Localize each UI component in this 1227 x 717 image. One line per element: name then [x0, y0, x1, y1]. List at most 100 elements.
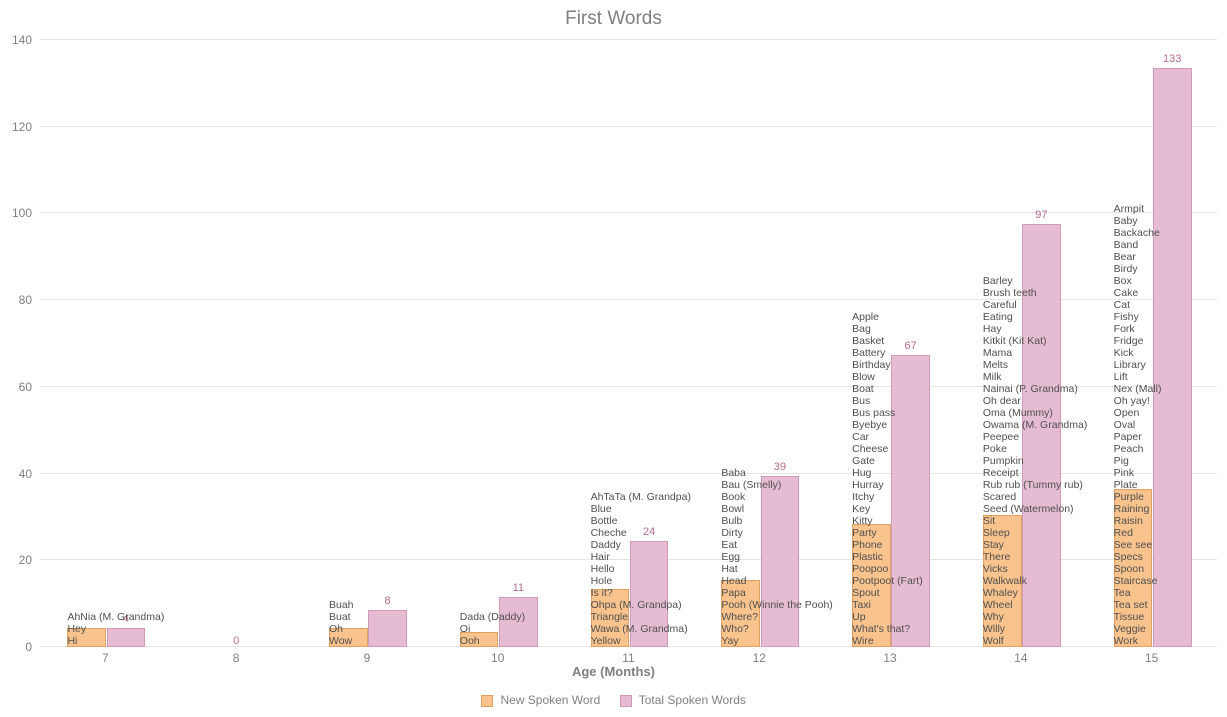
legend-swatch-total [620, 695, 632, 707]
word: Careful [983, 299, 1087, 311]
word: Red [1114, 527, 1162, 539]
word: Ohpa (M. Grandpa) [591, 599, 691, 611]
word: Wire [852, 635, 923, 647]
word: Triangle [591, 611, 691, 623]
word: Eating [983, 311, 1087, 323]
word: Plastic [852, 551, 923, 563]
word: Plate [1114, 479, 1162, 491]
word: Paper [1114, 431, 1162, 443]
word: Is it? [591, 587, 691, 599]
y-tick-label: 140 [12, 33, 32, 47]
word: Work [1114, 635, 1162, 647]
word: Bottle [591, 515, 691, 527]
word: Party [852, 527, 923, 539]
word: Peepee [983, 431, 1087, 443]
word: Raisin [1114, 515, 1162, 527]
word: Apple [852, 311, 923, 323]
bar-total-label: 8 [369, 595, 406, 607]
word: Baby [1114, 215, 1162, 227]
word: Dirty [721, 527, 832, 539]
legend-swatch-new [481, 695, 493, 707]
word: Wow [329, 635, 354, 647]
word: Scared [983, 491, 1087, 503]
word: Cake [1114, 287, 1162, 299]
word: Daddy [591, 539, 691, 551]
bar-total-label: 97 [1023, 209, 1060, 221]
word: Papa [721, 587, 832, 599]
word: Blue [591, 503, 691, 515]
x-tick-label: 14 [955, 651, 1086, 665]
category: 1239BabaBau (Smelly)BookBowlBulbDirtyEat… [694, 40, 825, 647]
y-tick-label: 40 [19, 467, 32, 481]
category: 1011Dada (Daddy)OiOoh [432, 40, 563, 647]
word: Battery [852, 347, 923, 359]
word: Book [721, 491, 832, 503]
legend-label-total: Total Spoken Words [639, 693, 746, 707]
word-list: AhTaTa (M. Grandpa)BlueBottleChecheDaddy… [591, 491, 691, 647]
word: Oi [460, 623, 525, 635]
word: Pink [1114, 467, 1162, 479]
word: Hat [721, 563, 832, 575]
legend-label-new: New Spoken Word [500, 693, 600, 707]
word: Key [852, 503, 923, 515]
word-list: BuahBuatOhWow [329, 599, 354, 647]
word: Mama [983, 347, 1087, 359]
word: Nex (Mall) [1114, 383, 1162, 395]
word: Whaley [983, 587, 1087, 599]
word: Pootpoot (Fart) [852, 575, 923, 587]
word: Birdy [1114, 263, 1162, 275]
y-tick-label: 80 [19, 293, 32, 307]
word: Willy [983, 623, 1087, 635]
word: Hole [591, 575, 691, 587]
x-axis-title: Age (Months) [0, 664, 1227, 679]
word: Bus pass [852, 407, 923, 419]
word: Hair [591, 551, 691, 563]
word: Fork [1114, 323, 1162, 335]
word: Spoon [1114, 563, 1162, 575]
word: AhNia (M. Grandma) [67, 611, 164, 623]
word: Blow [852, 371, 923, 383]
category: 1497BarleyBrush teethCarefulEatingHayKit… [955, 40, 1086, 647]
word: Basket [852, 335, 923, 347]
word: Fishy [1114, 311, 1162, 323]
bar-total-label: 133 [1154, 53, 1191, 65]
word: See see [1114, 539, 1162, 551]
word: Receipt [983, 467, 1087, 479]
category: 98BuahBuatOhWow [302, 40, 433, 647]
word: Fridge [1114, 335, 1162, 347]
word: Pig [1114, 455, 1162, 467]
zero-label: 0 [171, 635, 302, 647]
word: Box [1114, 275, 1162, 287]
word: Baba [721, 467, 832, 479]
word: Poopoo [852, 563, 923, 575]
word: Birthday [852, 359, 923, 371]
y-tick-label: 20 [19, 553, 32, 567]
word: Dada (Daddy) [460, 611, 525, 623]
word: Veggie [1114, 623, 1162, 635]
y-tick-label: 60 [19, 380, 32, 394]
category: 74AhNia (M. Grandma)HeyHi [40, 40, 171, 647]
plot-area: 02040608010012014074AhNia (M. Grandma)He… [40, 40, 1217, 647]
word: Cat [1114, 299, 1162, 311]
category: 80 [171, 40, 302, 647]
word: Wawa (M. Grandma) [591, 623, 691, 635]
word: Head [721, 575, 832, 587]
word: Kitty [852, 515, 923, 527]
word: Hey [67, 623, 164, 635]
chart-container: First Words 02040608010012014074AhNia (M… [0, 0, 1227, 717]
word: Gate [852, 455, 923, 467]
word: Bag [852, 323, 923, 335]
word: Yellow [591, 635, 691, 647]
word: Bowl [721, 503, 832, 515]
word: Ooh [460, 635, 525, 647]
word: Phone [852, 539, 923, 551]
word: Barley [983, 275, 1087, 287]
word: Oval [1114, 419, 1162, 431]
word: Stay [983, 539, 1087, 551]
word: Wheel [983, 599, 1087, 611]
x-tick-label: 15 [1086, 651, 1217, 665]
word: Who? [721, 623, 832, 635]
word: Walkwalk [983, 575, 1087, 587]
y-tick-label: 0 [25, 640, 32, 654]
word: Up [852, 611, 923, 623]
